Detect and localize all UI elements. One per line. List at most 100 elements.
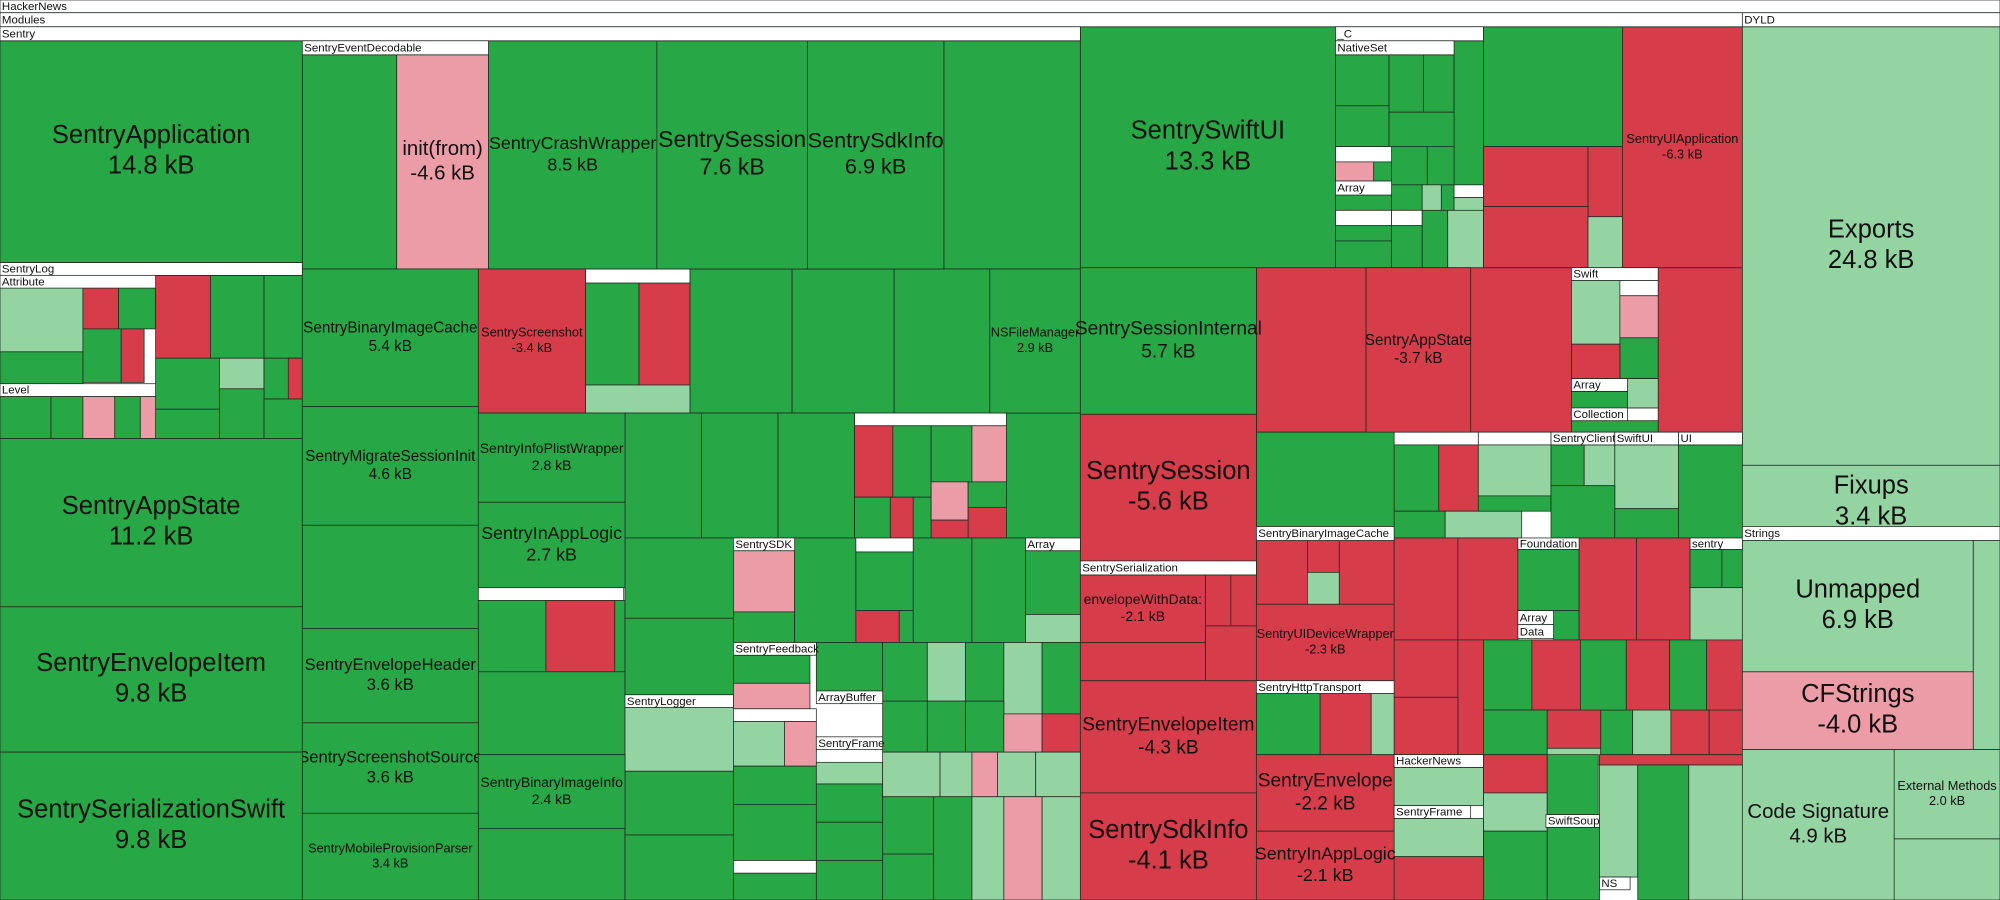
node-size: -4.6 kB	[410, 163, 475, 185]
node-size: 13.3 kB	[1165, 147, 1252, 175]
tile	[1335, 105, 1390, 147]
tile	[882, 751, 941, 798]
node-label: SentrySession	[658, 126, 806, 152]
tile	[882, 700, 928, 753]
tile	[882, 642, 928, 702]
node-size: 3.6 kB	[367, 767, 414, 786]
node-size: 14.8 kB	[108, 152, 195, 180]
tile	[1335, 161, 1375, 182]
tile	[1370, 693, 1395, 756]
tile	[1571, 343, 1621, 379]
tile	[1391, 209, 1423, 227]
tile	[219, 388, 265, 439]
tile	[1636, 537, 1691, 641]
tile	[971, 537, 1026, 643]
group-label: Array	[1520, 612, 1548, 624]
node-tile	[301, 406, 479, 526]
node-size: 2.0 kB	[1929, 793, 1965, 808]
tile	[1335, 240, 1392, 269]
tile	[1335, 209, 1392, 227]
tile	[1335, 225, 1392, 242]
tile	[1619, 280, 1659, 297]
tile	[82, 287, 120, 330]
tile	[1587, 216, 1623, 269]
node-size: 2.8 kB	[532, 457, 572, 473]
tile	[777, 412, 855, 539]
tile	[585, 268, 691, 284]
tile	[1025, 614, 1081, 643]
group-label: Sentry	[2, 28, 35, 40]
tile	[733, 708, 817, 722]
tile	[912, 537, 973, 643]
tile	[855, 610, 900, 643]
tile	[1599, 764, 1639, 878]
tile	[733, 765, 817, 805]
group-header	[0, 12, 1743, 28]
tile	[1338, 540, 1395, 605]
tile	[219, 357, 265, 390]
node-label: SentryMigrateSessionInit	[305, 448, 476, 465]
node-tile	[1741, 671, 1974, 750]
tile	[1393, 444, 1440, 512]
tile	[1393, 767, 1484, 807]
tile	[1600, 709, 1634, 756]
tile	[971, 751, 998, 798]
tile	[815, 761, 884, 785]
node-label: SentryEnvelopeItem	[1082, 714, 1254, 735]
tile	[1426, 146, 1455, 186]
tile	[815, 783, 884, 823]
tile	[1335, 54, 1390, 107]
tile	[1255, 267, 1367, 433]
node-label: SentryEnvelopeHeader	[305, 655, 477, 674]
tile	[965, 700, 1005, 753]
tile	[155, 274, 211, 359]
tile	[971, 796, 1005, 900]
tile	[1531, 639, 1581, 711]
tile	[585, 282, 640, 386]
node-label: SentryEnvelopeItem	[36, 649, 266, 677]
tile	[1632, 709, 1672, 756]
group-label: UI	[1680, 433, 1691, 445]
tile	[1477, 431, 1552, 446]
tile	[1578, 537, 1637, 641]
node-tile	[301, 628, 479, 724]
tile	[1423, 54, 1455, 113]
tile	[1388, 54, 1424, 113]
node-label: SentrySession	[1086, 457, 1250, 485]
tile	[1550, 444, 1585, 487]
tile	[943, 40, 1081, 270]
tile	[1706, 639, 1743, 712]
group-header	[1025, 537, 1081, 552]
tile	[120, 328, 145, 383]
tile	[1483, 830, 1548, 900]
node-tile	[1079, 574, 1206, 643]
group-header	[815, 690, 884, 705]
tile	[1393, 856, 1484, 900]
node-size: -2.3 kB	[1305, 642, 1345, 657]
tile	[1627, 378, 1659, 409]
tile	[1483, 146, 1589, 207]
group-label: Strings	[1744, 528, 1780, 540]
node-size: -6.3 kB	[1662, 146, 1702, 161]
node-tile	[807, 40, 945, 270]
tile	[1005, 412, 1081, 539]
group-header	[1741, 12, 2000, 28]
tile	[701, 412, 779, 539]
node-size: 3.6 kB	[367, 675, 414, 694]
tile	[1625, 639, 1671, 712]
group-label: Array	[1573, 380, 1601, 392]
group-header	[1335, 40, 1455, 56]
tile	[1619, 295, 1659, 339]
tile	[1483, 709, 1548, 756]
node-label: SentryUIDeviceWrapper	[1257, 626, 1395, 641]
tile	[733, 860, 817, 874]
tile	[1571, 280, 1621, 345]
node-tile	[1255, 603, 1395, 682]
tile	[854, 496, 891, 539]
tile	[1599, 754, 1743, 766]
tile	[1550, 485, 1616, 539]
node-tile	[477, 754, 626, 829]
group-label: SentryFrame	[818, 738, 884, 750]
node-size: 6.9 kB	[845, 154, 906, 179]
tile	[854, 412, 1007, 427]
